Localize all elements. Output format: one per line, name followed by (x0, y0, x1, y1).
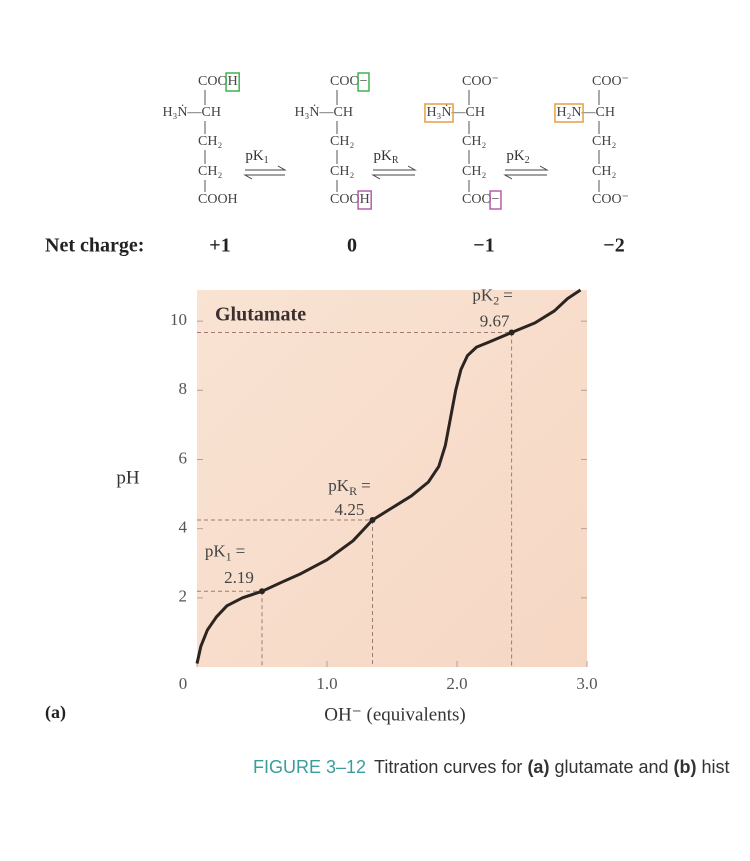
x-tick-label: 0 (179, 674, 188, 693)
pk-equals: = (361, 476, 371, 495)
structure-text: COO (198, 74, 228, 89)
pk-symbol: pK (506, 148, 525, 164)
structure-text: CH₂ (462, 134, 486, 149)
structure-text: CH₂ (592, 134, 616, 149)
caption-text: Titration curves for (374, 757, 527, 777)
structure-text: CH₂ (330, 164, 354, 179)
pk-annotation: pKR = (328, 476, 370, 498)
structure-text: —CH (451, 105, 485, 120)
pk-equals: = (236, 541, 246, 560)
pk-point (508, 329, 515, 336)
pk-subscript: 2 (493, 293, 499, 307)
x-tick-label: 1.0 (316, 674, 337, 693)
pk-symbol: pK (328, 476, 350, 495)
net-charge: +1 (209, 235, 230, 257)
y-tick-label: 6 (179, 448, 188, 467)
chart-title: Glutamate (215, 304, 306, 326)
pk-subscript: 1 (226, 549, 232, 563)
structure-text: − (360, 74, 368, 89)
structure-text: —CH (581, 105, 615, 120)
structure-text: H₃Ṅ—CH (162, 104, 221, 120)
highlight-box (489, 190, 502, 210)
x-tick-label: 2.0 (446, 674, 467, 693)
structure-text: H (360, 192, 370, 207)
pk-annotation: pK2 = (472, 285, 512, 307)
y-axis-label: pH (116, 467, 140, 488)
pk-value: 9.67 (480, 311, 510, 330)
structure-text: H₃Ṅ—CH (294, 104, 353, 120)
panel-label: (a) (45, 702, 66, 723)
equilibrium-arrow (371, 165, 417, 180)
structure-text: COO⁻ (462, 74, 499, 89)
net-charge: −1 (473, 235, 494, 257)
structure-text: COO⁻ (592, 74, 629, 89)
pk-subscript: R (349, 484, 357, 498)
equilibrium-label: pK2 (506, 148, 529, 166)
structure-text: CH₂ (198, 164, 222, 179)
highlight-box (357, 190, 372, 210)
structure-text: H (228, 74, 238, 89)
equilibrium-label: pK1 (245, 148, 268, 166)
y-tick-label: 8 (179, 379, 188, 398)
structure-text: COO (462, 192, 492, 207)
caption-text: (a) (527, 757, 549, 777)
pk-value: 4.25 (335, 500, 365, 519)
caption-text: glutamate and (549, 757, 673, 777)
highlight-box (554, 103, 584, 123)
pk-subscript: R (392, 155, 399, 166)
pk-annotation: pK1 = (205, 541, 245, 563)
y-tick-label: 10 (170, 310, 187, 329)
pk-symbol: pK (245, 148, 264, 164)
pk-symbol: pK (205, 541, 227, 560)
structure-text: H₂N (556, 105, 581, 120)
titration-curve (195, 288, 582, 664)
structure-text: H₃Ṅ (426, 104, 451, 120)
equilibrium-arrow (243, 165, 287, 180)
caption-text: hist (697, 757, 730, 777)
structure-text: COO⁻ (592, 192, 629, 207)
highlight-box (424, 103, 454, 123)
structure-text: CH₂ (592, 164, 616, 179)
structure-text: CH₂ (330, 134, 354, 149)
pk-subscript: 2 (525, 155, 530, 166)
structure-text: CH₂ (462, 164, 486, 179)
equilibrium-arrow (503, 165, 549, 180)
structure-text: CH₂ (198, 134, 222, 149)
pk-symbol: pK (373, 148, 392, 164)
pk-symbol: pK (472, 285, 494, 304)
y-tick-label: 4 (179, 518, 188, 537)
plot-area (197, 290, 587, 667)
y-tick-label: 2 (179, 587, 188, 606)
x-axis-label: OH⁻ (equivalents) (324, 704, 465, 725)
pk-value: 2.19 (224, 568, 254, 587)
net-charge: −2 (603, 235, 624, 257)
net-charge-label: Net charge: (45, 235, 144, 257)
x-tick-label: 3.0 (576, 674, 597, 693)
structure-text: COO (330, 74, 360, 89)
figure-number: FIGURE 3–12 (253, 757, 366, 777)
net-charge: 0 (347, 235, 357, 257)
caption: FIGURE 3–12 Titration curves for (a) glut… (253, 757, 730, 777)
pk-subscript: 1 (264, 155, 269, 166)
structure-text: COO (330, 192, 360, 207)
caption-text: (b) (674, 757, 697, 777)
highlight-box (225, 72, 240, 92)
pk-point (369, 517, 376, 524)
pk-equals: = (503, 285, 513, 304)
equilibrium-label: pKR (373, 148, 398, 166)
highlight-box (357, 72, 370, 92)
structure-text: − (492, 192, 500, 207)
pk-point (259, 588, 265, 595)
structure-text: COOH (198, 192, 238, 207)
